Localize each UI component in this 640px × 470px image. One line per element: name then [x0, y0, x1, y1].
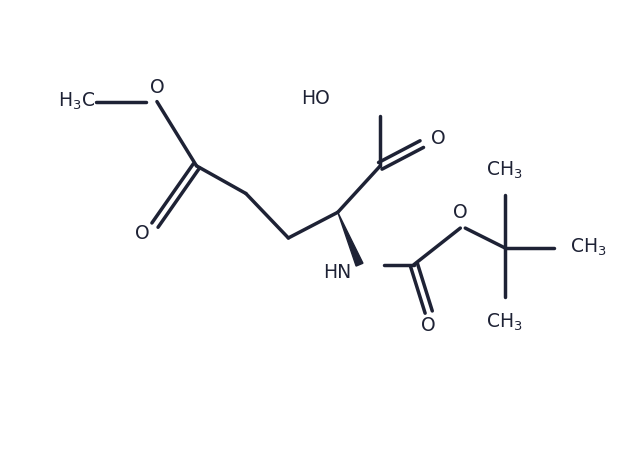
Text: CH$_3$: CH$_3$ [570, 237, 607, 258]
Text: HN: HN [323, 263, 351, 282]
Text: O: O [150, 78, 164, 97]
Text: O: O [135, 224, 150, 243]
Text: CH$_3$: CH$_3$ [486, 159, 523, 180]
Text: HO: HO [301, 89, 330, 108]
Text: H$_3$C: H$_3$C [58, 91, 95, 112]
Text: O: O [421, 316, 436, 336]
Text: O: O [453, 203, 468, 222]
Text: CH$_3$: CH$_3$ [486, 312, 523, 333]
Polygon shape [338, 212, 363, 266]
Text: O: O [431, 129, 445, 148]
